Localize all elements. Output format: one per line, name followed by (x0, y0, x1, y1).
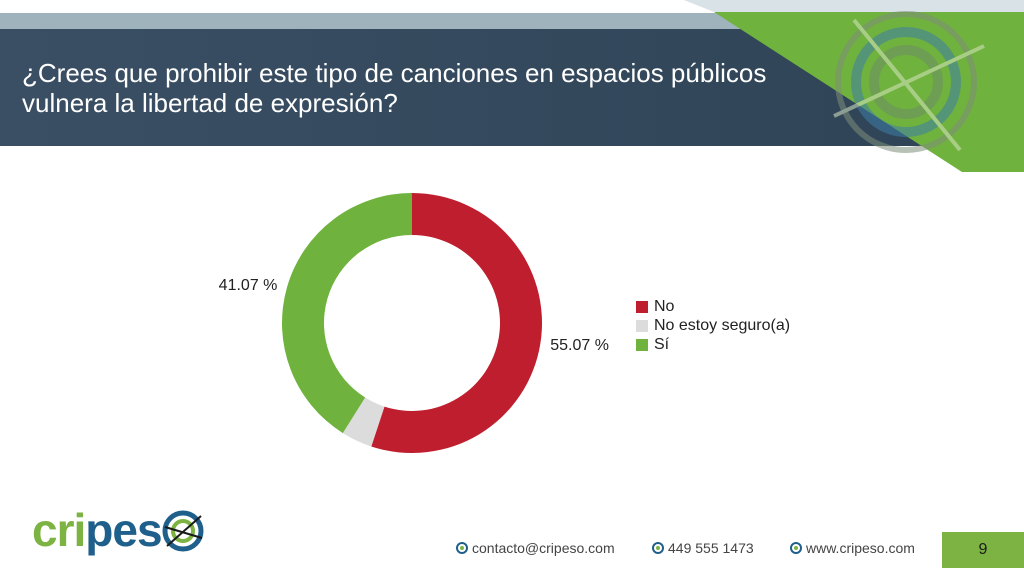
target-icon (456, 542, 468, 554)
header-decoration (684, 0, 1024, 172)
title-line-2: vulnera la libertad de expresión? (22, 88, 398, 118)
data-label-no: 55.07 % (550, 337, 609, 354)
phone-text: 449 555 1473 (668, 540, 754, 556)
legend-item-no: No (636, 297, 790, 316)
page-number: 9 (942, 532, 1024, 568)
legend-swatch (636, 300, 648, 313)
legend-swatch (636, 338, 648, 351)
target-icon (790, 542, 802, 554)
footer-email[interactable]: contacto@cripeso.com (456, 540, 615, 556)
logo-text-pes: pes (85, 504, 162, 556)
legend-swatch (636, 319, 648, 332)
chart-legend: No No estoy seguro(a) Sí (636, 297, 790, 354)
website-text: www.cripeso.com (806, 540, 915, 556)
footer-website[interactable]: www.cripeso.com (790, 540, 915, 556)
legend-item-si: Sí (636, 335, 790, 354)
legend-item-no-estoy-seguro-a: No estoy seguro(a) (636, 316, 790, 335)
title-line-1: ¿Crees que prohibir este tipo de cancion… (22, 58, 767, 88)
footer-phone[interactable]: 449 555 1473 (652, 540, 754, 556)
donut-slice-si (282, 193, 412, 434)
page-title: ¿Crees que prohibir este tipo de cancion… (22, 58, 842, 118)
data-label-si: 41.07 % (219, 277, 278, 294)
target-icon (162, 510, 204, 552)
target-icon (652, 542, 664, 554)
legend-label: Sí (654, 335, 670, 353)
cripeso-logo: cripes (32, 504, 204, 564)
donut-slice-no (371, 193, 543, 454)
legend-label: No (654, 297, 675, 315)
logo-text-cri: cri (32, 504, 86, 556)
legend-label: No estoy seguro(a) (654, 316, 791, 334)
email-text: contacto@cripeso.com (472, 540, 615, 556)
donut-slice-no-estoy-seguro-a (342, 397, 385, 447)
